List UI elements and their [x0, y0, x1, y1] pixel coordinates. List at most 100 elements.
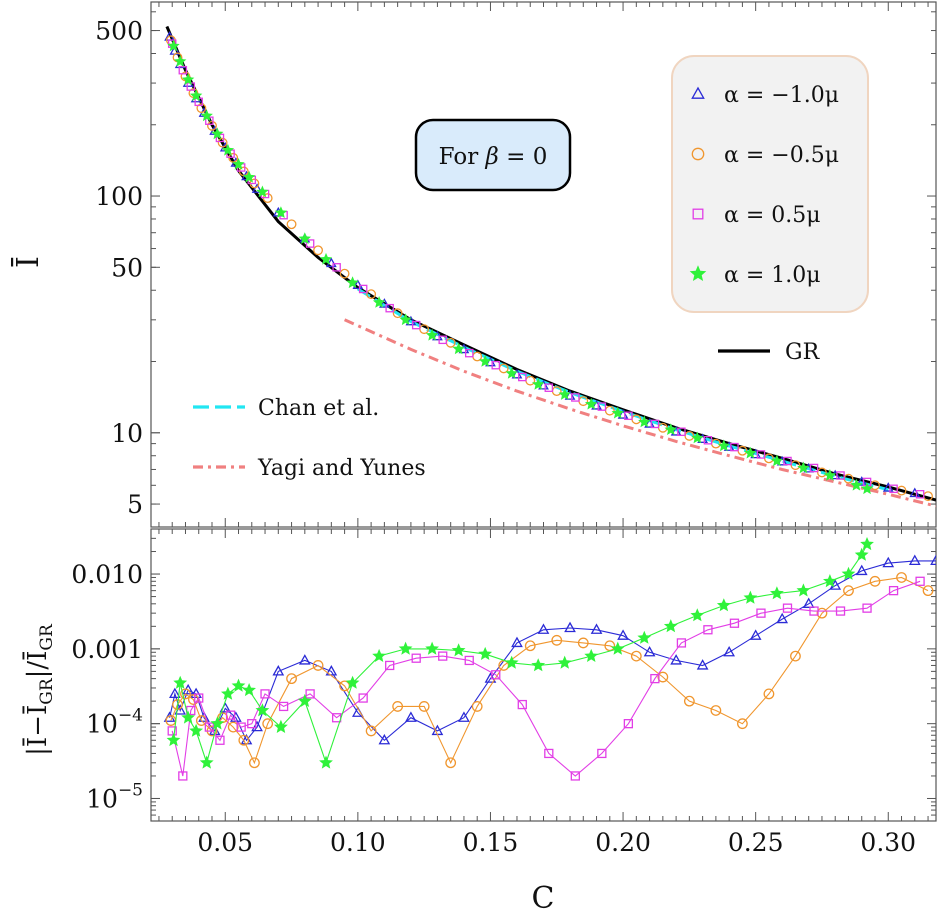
data-point [756, 608, 766, 618]
data-point [590, 623, 603, 634]
data-point [199, 755, 214, 769]
legend-marker-square [692, 208, 704, 220]
data-point [319, 252, 333, 265]
data-point [850, 478, 863, 491]
bottom-ytick-label: 0.010 [71, 560, 143, 589]
annotation-symbol: β [485, 144, 499, 170]
data-point [313, 245, 324, 256]
data-point [425, 641, 439, 655]
data-point [180, 688, 191, 700]
data-point [570, 771, 580, 781]
data-point [597, 402, 607, 411]
bottom-ytick-label: 10−4 [86, 706, 143, 739]
bottom-ytick-label: 0.001 [71, 635, 143, 664]
series-line--1-0- [169, 560, 936, 742]
data-point [650, 673, 660, 684]
data-point [249, 757, 260, 769]
data-point [418, 701, 430, 712]
data-point [169, 687, 181, 699]
data-point [346, 276, 359, 289]
data-point [597, 748, 607, 759]
legend-label: α = −0.5μ [724, 143, 839, 168]
legend-label: α = −1.0μ [724, 83, 839, 108]
data-point [231, 678, 246, 692]
data-point [624, 411, 633, 421]
data-point [790, 650, 801, 662]
data-point [518, 372, 527, 382]
data-point [571, 393, 580, 402]
data-point [181, 710, 195, 724]
data-point [286, 219, 297, 230]
data-point [425, 328, 439, 341]
data-point [221, 143, 235, 156]
data-point [194, 693, 204, 703]
x-axis-title: C [532, 881, 555, 916]
xtick-label: 0.20 [595, 828, 651, 857]
data-point [922, 585, 934, 597]
data-point [256, 185, 269, 198]
data-point [178, 65, 188, 75]
data-point [458, 711, 470, 722]
data-point [242, 170, 256, 183]
top-ylabel: Ī [11, 256, 46, 268]
data-point [663, 619, 678, 633]
data-point [217, 137, 228, 148]
data-point [670, 654, 682, 665]
data-point [664, 423, 677, 435]
data-point [716, 598, 731, 612]
data-point [464, 655, 474, 666]
data-point [332, 263, 341, 272]
data-point [211, 127, 224, 140]
legend-label-yagi-and-yunes: Yagi and Yunes [257, 456, 426, 481]
data-point [198, 711, 210, 722]
data-point [717, 439, 730, 452]
data-point [723, 645, 735, 657]
data-point [531, 658, 546, 672]
data-point [225, 710, 236, 720]
data-point [763, 688, 775, 700]
data-point [637, 630, 652, 644]
top-ytick-label: 100 [95, 182, 143, 211]
data-point [491, 670, 501, 680]
data-point [677, 427, 686, 437]
data-point [817, 467, 827, 478]
data-point [915, 490, 925, 499]
data-point [585, 397, 598, 410]
data-point [915, 576, 925, 586]
data-point [272, 665, 285, 676]
data-point [776, 612, 789, 624]
data-point [841, 566, 856, 580]
bottom-frame [150, 528, 937, 822]
annotation-prefix: For [439, 144, 486, 170]
data-point [204, 722, 214, 732]
data-point [251, 183, 263, 193]
data-point [174, 55, 187, 67]
data-point [816, 607, 828, 619]
data-point [743, 590, 758, 604]
data-point [378, 298, 390, 308]
data-point [262, 718, 274, 730]
top-panel: 500 100 50 10 5 [95, 1, 937, 528]
data-point [703, 625, 713, 635]
data-point [730, 442, 739, 452]
data-point [366, 289, 377, 300]
data-point [238, 734, 250, 746]
data-point [504, 655, 519, 669]
data-point [896, 572, 907, 583]
data-point [558, 388, 571, 400]
top-ytick-label: 50 [111, 253, 143, 282]
data-point [744, 446, 757, 459]
data-point [882, 556, 895, 568]
series-line--0-5- [170, 576, 929, 765]
legend-marker-star [689, 265, 707, 281]
data-point [399, 313, 412, 326]
data-point [398, 641, 413, 655]
data-point [167, 726, 177, 736]
data-point [478, 355, 492, 367]
data-point [809, 606, 819, 616]
data-point [173, 675, 188, 689]
data-point [676, 638, 687, 648]
data-point [297, 693, 312, 707]
data-point [305, 239, 315, 248]
data-point [696, 659, 709, 670]
